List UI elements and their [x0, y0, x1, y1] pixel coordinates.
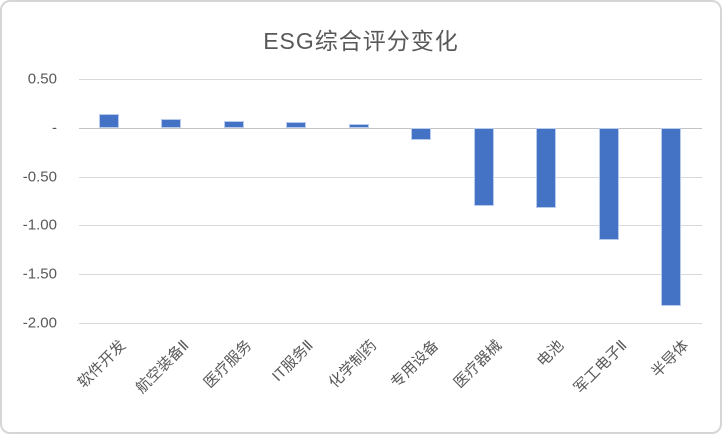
x-axis-category-label: 医疗器械: [450, 337, 505, 392]
x-axis-category-label: 医疗服务: [200, 337, 255, 392]
x-axis-category-label: IT服务Ⅱ: [269, 337, 318, 386]
bar: [536, 128, 557, 208]
bar: [661, 128, 682, 307]
bar: [411, 128, 432, 140]
bar: [161, 119, 182, 128]
x-axis-line: [79, 128, 702, 129]
gridline: [79, 274, 702, 275]
x-axis-category-label: 专用设备: [387, 337, 443, 392]
gridline: [79, 322, 702, 324]
bar: [98, 114, 119, 128]
y-axis-tick-label: -1.50: [22, 265, 57, 283]
gridline: [79, 79, 702, 81]
bar: [286, 122, 307, 128]
gridline: [79, 176, 702, 178]
x-axis-category-label: 航空装备Ⅱ: [132, 337, 193, 397]
x-axis-category-label: 软件开发: [75, 337, 130, 392]
y-axis-tick-label: -1.00: [22, 216, 57, 234]
bar: [348, 124, 369, 128]
x-axis-category-label: 军工电子Ⅱ: [570, 337, 631, 397]
x-axis-category-label: 电池: [534, 337, 568, 371]
gridline: [79, 225, 702, 227]
x-axis-category-label: 化学制药: [325, 337, 380, 392]
bar: [598, 128, 619, 240]
bar: [473, 128, 494, 206]
chart-title: ESG综合评分变化: [263, 28, 459, 54]
bar: [223, 121, 244, 128]
y-axis-tick-label: -0.50: [22, 168, 57, 186]
y-axis-tick-label: 0.50: [27, 70, 57, 88]
y-axis-tick-label: -2.00: [22, 314, 57, 332]
x-axis-category-label: 半导体: [648, 337, 693, 381]
y-axis-tick-label: -: [52, 119, 57, 137]
